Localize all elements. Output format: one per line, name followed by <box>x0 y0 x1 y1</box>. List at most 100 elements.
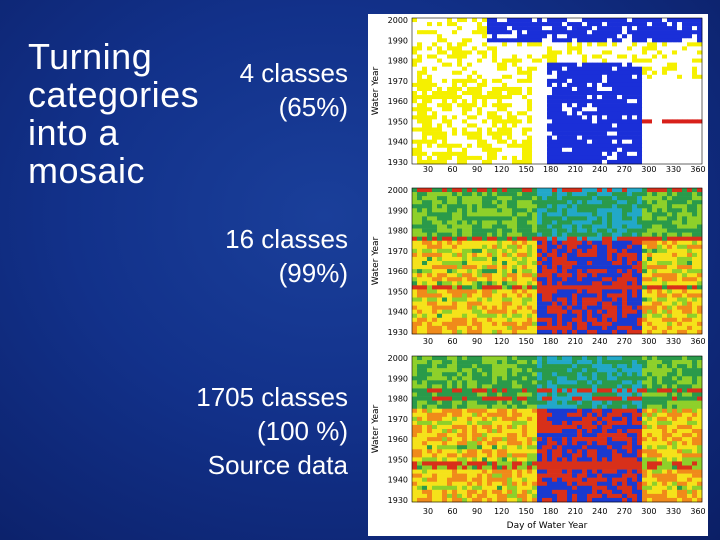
heatmap-cell <box>487 236 493 242</box>
heatmap-cell <box>507 248 513 254</box>
heatmap-cell <box>457 38 463 43</box>
heatmap-cell <box>467 107 473 112</box>
heatmap-cell <box>507 269 513 274</box>
heatmap-cell <box>582 388 588 393</box>
heatmap-cell <box>612 236 618 242</box>
heatmap-cell <box>682 325 688 331</box>
heatmap-cell <box>657 115 663 120</box>
heatmap-cell <box>647 220 653 225</box>
heatmap-cell <box>482 252 488 258</box>
heatmap-cell <box>687 281 693 286</box>
heatmap-cell <box>572 151 578 157</box>
heatmap-cell <box>537 380 543 385</box>
heatmap-cell <box>697 364 703 369</box>
heatmap-cell <box>452 404 458 410</box>
heatmap-cell <box>502 91 508 96</box>
heatmap-cell <box>532 159 538 165</box>
heatmap-cell <box>677 265 683 270</box>
heatmap-cell <box>682 204 688 209</box>
heatmap-cell <box>452 82 458 88</box>
heatmap-cell <box>677 364 683 369</box>
heatmap-cell <box>602 289 608 294</box>
heatmap-cell <box>692 317 698 323</box>
heatmap-cell <box>537 305 543 310</box>
heatmap-cell <box>507 86 513 92</box>
heatmap-cell <box>592 277 598 282</box>
heatmap-cell <box>547 62 553 67</box>
heatmap-cell <box>652 188 658 193</box>
heatmap-cell <box>497 155 503 161</box>
heatmap-cell <box>632 293 638 298</box>
heatmap-cell <box>507 325 513 331</box>
heatmap-cell <box>592 293 598 298</box>
heatmap-cell <box>532 396 538 401</box>
heatmap-cell <box>502 143 508 149</box>
heatmap-cell <box>572 392 578 397</box>
heatmap-cell <box>622 119 628 124</box>
heatmap-cell <box>432 224 438 229</box>
heatmap-cell <box>477 54 483 59</box>
heatmap-cell <box>642 404 648 410</box>
heatmap-cell <box>447 204 453 209</box>
heatmap-cell <box>587 74 593 80</box>
heatmap-cell <box>677 103 683 108</box>
heatmap-cell <box>437 127 443 132</box>
heatmap-cell <box>652 46 658 51</box>
heatmap-cell <box>582 261 588 266</box>
heatmap-cell <box>477 192 483 197</box>
heatmap-cell <box>697 151 703 157</box>
heatmap-cell <box>657 143 663 149</box>
heatmap-cell <box>572 240 578 246</box>
y-axis-label: Water Year <box>371 66 381 115</box>
heatmap-cell <box>557 58 563 63</box>
heatmap-cell <box>677 123 683 128</box>
heatmap-cell <box>452 277 458 282</box>
heatmap-cell <box>627 119 633 124</box>
heatmap-cell <box>442 103 448 108</box>
heatmap-cell <box>577 297 583 302</box>
heatmap-cell <box>587 281 593 286</box>
heatmap-cell <box>422 54 428 59</box>
heatmap-cell <box>487 372 493 377</box>
heatmap-cell <box>682 281 688 286</box>
heatmap-cell <box>627 196 633 201</box>
heatmap-cell <box>547 74 553 80</box>
heatmap-cell <box>652 232 658 237</box>
heatmap-cell <box>507 396 513 401</box>
heatmap-cell <box>472 372 478 377</box>
heatmap-cell <box>417 18 423 23</box>
heatmap-cell <box>442 285 448 290</box>
heatmap-cell <box>662 396 668 401</box>
heatmap-cell <box>667 123 673 128</box>
heatmap-cell <box>687 293 693 298</box>
heatmap-cell <box>597 196 603 201</box>
heatmap-cell <box>527 392 533 397</box>
heatmap-cell <box>682 277 688 282</box>
heatmap-cell <box>622 123 628 128</box>
heatmap-cell <box>417 368 423 373</box>
heatmap-cell <box>532 66 538 72</box>
heatmap-cell <box>432 127 438 132</box>
heatmap-cell <box>572 46 578 51</box>
heatmap-cell <box>682 356 688 361</box>
heatmap-cell <box>497 103 503 108</box>
heatmap-cell <box>587 364 593 369</box>
heatmap-cell <box>622 248 628 254</box>
heatmap-cell <box>432 313 438 319</box>
heatmap-cell <box>422 26 428 31</box>
heatmap-cell <box>457 285 463 290</box>
y-tick-label: 1960 <box>388 97 408 106</box>
heatmap-cell <box>457 392 463 397</box>
heatmap-cell <box>532 309 538 315</box>
heatmap-cell <box>617 95 623 100</box>
heatmap-cell <box>672 38 678 43</box>
heatmap-cell <box>572 372 578 377</box>
heatmap-cell <box>442 293 448 298</box>
heatmap-cell <box>627 143 633 149</box>
heatmap-cell <box>517 309 523 315</box>
heatmap-cell <box>562 400 568 405</box>
heatmap-cell <box>637 131 643 136</box>
heatmap-cell <box>697 147 703 153</box>
heatmap-cell <box>527 240 533 246</box>
heatmap-cell <box>632 240 638 246</box>
